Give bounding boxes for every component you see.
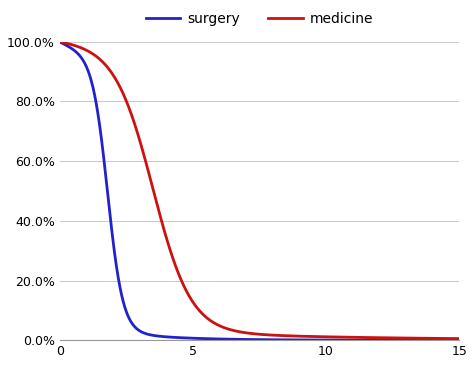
surgery xyxy=(445,338,450,342)
Line: surgery: surgery xyxy=(60,42,459,340)
surgery xyxy=(77,54,83,58)
medicine xyxy=(240,330,246,335)
surgery xyxy=(456,338,462,342)
medicine xyxy=(57,40,63,44)
surgery xyxy=(57,40,63,44)
medicine xyxy=(445,336,450,341)
medicine xyxy=(445,336,450,341)
medicine xyxy=(251,331,257,336)
medicine xyxy=(456,337,462,341)
surgery xyxy=(240,337,246,342)
medicine xyxy=(371,335,377,340)
surgery xyxy=(251,337,257,342)
Line: medicine: medicine xyxy=(60,42,459,339)
surgery xyxy=(445,338,450,342)
surgery xyxy=(371,338,377,342)
Legend: surgery, medicine: surgery, medicine xyxy=(140,7,379,32)
medicine xyxy=(77,45,83,50)
